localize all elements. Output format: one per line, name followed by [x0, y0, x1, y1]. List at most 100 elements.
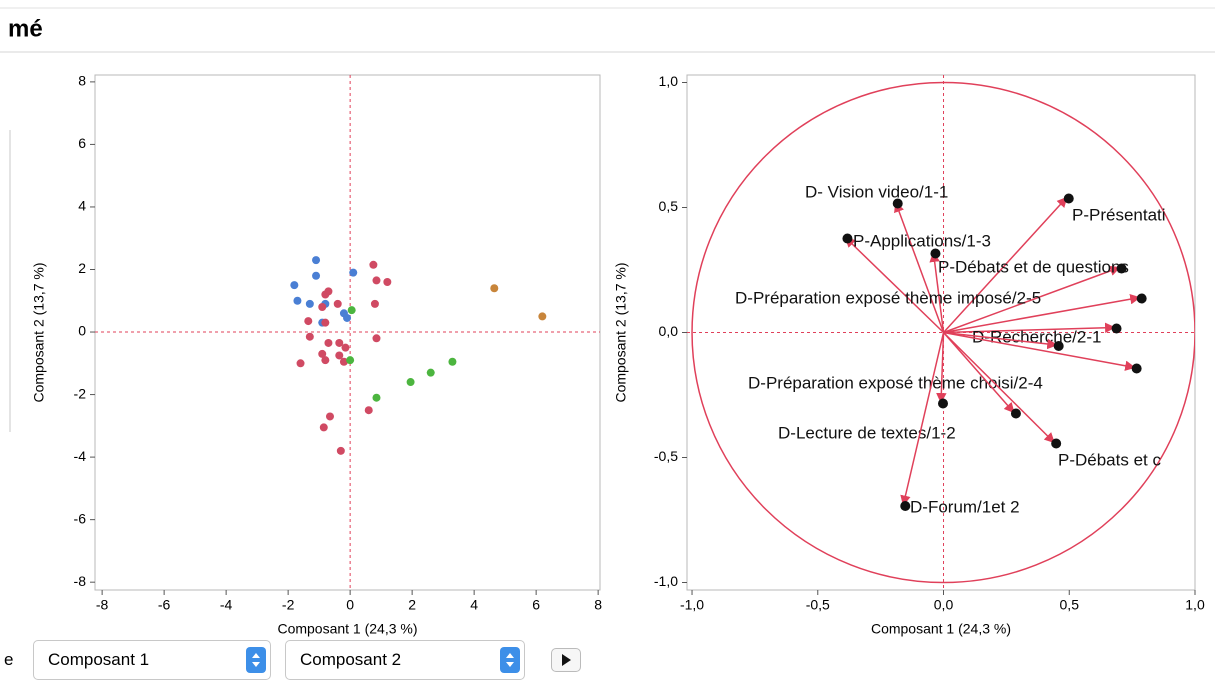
loading-point: [1053, 341, 1064, 351]
next-button[interactable]: [551, 648, 581, 672]
next-icon: [562, 654, 571, 666]
loading-label: D- Vision video/1-1: [805, 182, 948, 201]
loading-point: [892, 198, 903, 209]
header-title: mé: [8, 15, 43, 42]
x-tick-label: 0: [346, 597, 354, 613]
select-x[interactable]: Composant 1: [33, 640, 271, 680]
point: [312, 271, 321, 280]
point: [296, 359, 305, 368]
loading-arrow: [943, 322, 1116, 334]
point: [372, 393, 381, 402]
x-axis-label: Composant 1 (24,3 %): [277, 621, 417, 637]
control-label: e: [4, 650, 14, 669]
point: [335, 351, 344, 360]
point: [321, 318, 330, 327]
loading-point: [1063, 193, 1074, 204]
point: [383, 278, 392, 287]
loading-point: [1131, 363, 1142, 374]
x-tick-label: 0,0: [934, 597, 954, 613]
x-tick-label: -4: [220, 597, 233, 613]
y-tick-label: -0,5: [654, 448, 678, 464]
loading-label: P-Applications/1-3: [853, 231, 991, 250]
y-tick-label: 8: [78, 73, 86, 89]
plot-area: [95, 75, 600, 590]
select-y[interactable]: Composant 2: [285, 640, 525, 680]
loading-point: [900, 501, 911, 511]
loading-point: [1010, 408, 1021, 419]
point: [318, 303, 327, 312]
select-text: Composant 2: [300, 650, 402, 669]
loading-arrow: [844, 236, 945, 334]
point: [343, 313, 352, 322]
loading-label: D-Préparation exposé thème imposé/2-5: [735, 288, 1041, 307]
x-tick-label: -2: [282, 597, 295, 613]
point: [304, 317, 313, 326]
point: [370, 299, 379, 308]
point: [448, 357, 457, 366]
point: [333, 299, 342, 308]
point: [318, 349, 327, 358]
loading-arrow: [942, 196, 1068, 334]
point: [293, 296, 302, 305]
x-tick-label: -8: [96, 597, 109, 613]
loading-arrow: [942, 332, 1015, 414]
loading-arrow: [894, 201, 945, 333]
loading-point: [1136, 293, 1147, 304]
loading-label: D-Lecture de textes/1-2: [778, 423, 956, 442]
loading-point: [1116, 263, 1127, 274]
y-tick-label: 6: [78, 135, 86, 151]
loading-label: P-Présentati: [1072, 205, 1166, 224]
loading-label: P-Débats et c: [1058, 450, 1161, 469]
y-tick-label: -1,0: [654, 573, 678, 589]
y-tick-label: 1,0: [659, 73, 679, 89]
y-tick-label: 0,0: [659, 323, 679, 339]
point: [490, 284, 499, 293]
loading-point: [938, 398, 948, 409]
loading-point: [842, 233, 853, 244]
point: [349, 268, 358, 277]
unit-circle: [691, 81, 1195, 584]
point: [312, 256, 321, 265]
point: [336, 446, 345, 455]
point: [319, 423, 328, 432]
point: [341, 343, 350, 352]
x-tick-label: 1,0: [1185, 597, 1205, 613]
loading-arrow: [943, 293, 1141, 334]
loading-label: D-Préparation exposé thème choisi/2-4: [748, 373, 1043, 392]
select-arrow: [500, 647, 520, 673]
y-tick-label: -6: [74, 510, 87, 526]
x-tick-label: 4: [470, 597, 478, 613]
loading-label: D-Recherche/2-1: [972, 327, 1101, 346]
y-tick-label: 0,5: [659, 198, 679, 214]
y-tick-label: 0: [78, 323, 86, 339]
loading-arrow: [936, 332, 947, 404]
loading-arrow: [942, 331, 1055, 444]
loading-point: [930, 248, 941, 259]
point: [347, 306, 356, 315]
loading-label: D-Forum/1et 2: [910, 497, 1020, 516]
y-tick-label: -4: [74, 448, 87, 464]
point: [369, 260, 378, 269]
point: [426, 368, 435, 377]
loading-arrow: [929, 251, 945, 333]
point: [346, 356, 355, 365]
y-axis-label: Composant 2 (13,7 %): [613, 262, 629, 402]
point: [538, 312, 547, 321]
select-text: Composant 1: [48, 650, 150, 669]
x-tick-label: -6: [158, 597, 171, 613]
y-tick-label: -2: [74, 385, 87, 401]
plot-area: D- Vision video/1-1 P-Présentati P-Applica…: [687, 75, 1195, 590]
select-arrow: [246, 647, 266, 673]
x-tick-label: 2: [408, 597, 416, 613]
y-tick-label: 4: [78, 198, 86, 214]
x-tick-label: -0,5: [806, 597, 830, 613]
point: [321, 290, 330, 299]
x-tick-label: 0,5: [1060, 597, 1080, 613]
point: [339, 357, 348, 366]
y-tick-label: -8: [74, 573, 87, 589]
x-tick-label: 6: [532, 597, 540, 613]
point: [325, 412, 334, 421]
point: [290, 281, 299, 290]
